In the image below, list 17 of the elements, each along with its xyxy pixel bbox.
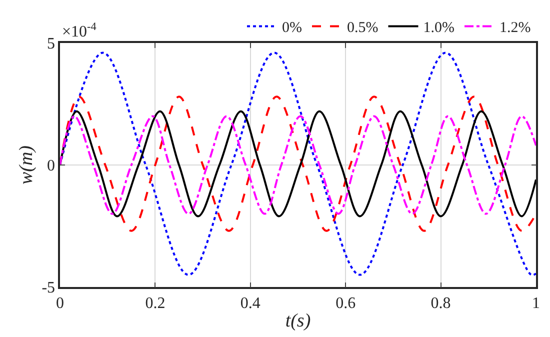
legend-label: 0.5% [347,20,378,36]
x-tick-label: 0.4 [240,294,260,312]
line-series [60,52,536,276]
x-tick-label: 0.2 [145,294,166,312]
y-tick-label: 5 [47,36,56,53]
legend-label: 1.0% [423,20,454,36]
x-tick-label: 0.8 [430,294,451,312]
line-series [60,96,536,232]
legend-label: 0% [282,20,302,36]
x-tick-label: 1 [532,294,540,312]
y-tick-label: 0 [47,158,56,175]
x-axis-title: t(s) [285,310,311,332]
y-axis-title: w(m) [16,145,38,185]
y-tick-label: -5 [42,280,56,297]
legend-label: 1.2% [500,20,531,36]
text: ×10$^{-4}$ [62,21,97,41]
x-tick-label: 0.6 [336,294,356,312]
